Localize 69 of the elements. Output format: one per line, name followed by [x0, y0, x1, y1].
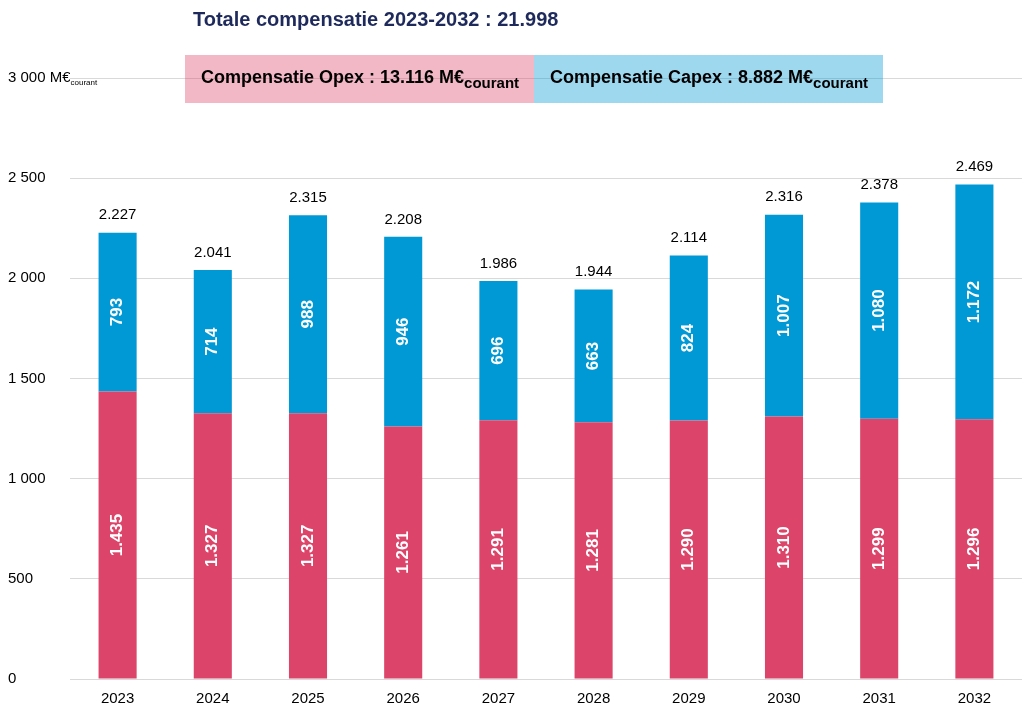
bar	[384, 236, 423, 427]
y-tick-label: 500	[8, 568, 34, 586]
data-label: 1.281	[583, 529, 603, 572]
bar	[288, 215, 328, 414]
data-label: 663	[583, 341, 603, 371]
bar	[384, 426, 423, 679]
bar	[288, 413, 328, 679]
x-tick-label: 2030	[767, 689, 801, 707]
total-label: 2.208	[384, 209, 422, 227]
y-tick-label: 2 000	[8, 268, 46, 286]
data-label: 1.296	[964, 527, 984, 571]
x-tick-label: 2032	[957, 689, 992, 707]
chart-title: Totale compensatie 2023-2032 : 21.998	[193, 8, 559, 31]
data-label: 1.327	[297, 524, 317, 568]
y-tick-label: 1 500	[8, 368, 46, 386]
data-label: 1.080	[868, 289, 888, 332]
x-tick-label: 2025	[291, 689, 325, 707]
x-tick-label: 2026	[386, 689, 420, 707]
bar	[574, 289, 613, 423]
x-tick-label: 2023	[100, 689, 135, 707]
total-label: 2.114	[670, 228, 708, 246]
total-label: 2.227	[98, 205, 137, 223]
y-tick-label: 0	[8, 669, 17, 687]
bar	[479, 280, 518, 421]
x-tick-label: 2029	[672, 689, 706, 707]
bar	[574, 422, 613, 679]
data-label: 1.007	[773, 294, 793, 337]
text: Compensatie Capex : 8.882 M€$_{courant}$	[550, 67, 869, 91]
data-label: 793	[107, 297, 127, 327]
total-label: 2.041	[194, 242, 232, 260]
y-tick-label: 2 500	[8, 168, 46, 186]
data-label: 1.435	[107, 513, 127, 557]
bar	[98, 391, 137, 679]
data-label: 714	[202, 326, 222, 356]
bar	[955, 419, 994, 679]
data-label: 696	[488, 336, 508, 365]
total-label: 2.315	[289, 187, 327, 205]
bar	[860, 418, 899, 679]
data-label: 1.291	[488, 528, 508, 571]
total-label: 2.316	[765, 187, 803, 205]
bar	[955, 184, 994, 420]
y-tick-label: 1 000	[8, 468, 46, 486]
data-label: 1.261	[392, 531, 412, 574]
bar	[479, 420, 518, 679]
bar	[669, 420, 708, 679]
bar	[764, 214, 804, 417]
total-label: 2.469	[955, 157, 994, 175]
bar	[193, 413, 232, 679]
x-tick-label: 2027	[481, 689, 516, 707]
data-label: 1.327	[202, 524, 222, 568]
x-tick-label: 2024	[196, 689, 230, 707]
data-label: 824	[678, 323, 698, 353]
bar	[860, 202, 899, 419]
bar	[764, 416, 804, 679]
bar	[98, 232, 137, 392]
data-label: 1.310	[773, 526, 793, 569]
x-tick-label: 2028	[576, 689, 611, 707]
total-label: 1.986	[479, 253, 518, 271]
data-label: 1.290	[678, 528, 698, 571]
data-label: 1.299	[868, 527, 888, 570]
data-label: 988	[297, 300, 317, 329]
x-tick-label: 2031	[862, 689, 896, 707]
text: Compensatie Opex : 13.116 M€$_{courant}$	[201, 67, 520, 91]
data-label: 946	[392, 317, 412, 346]
bar	[193, 270, 232, 414]
total-label: 1.944	[574, 262, 613, 280]
bar	[669, 255, 708, 421]
total-label: 2.378	[860, 175, 898, 193]
data-label: 1.172	[964, 280, 984, 324]
